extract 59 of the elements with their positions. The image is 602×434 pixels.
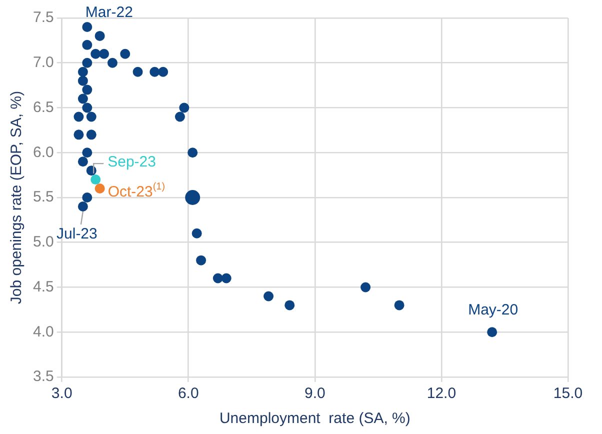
point bbox=[185, 190, 200, 205]
y-tick-label: 5.5 bbox=[32, 188, 54, 206]
point bbox=[158, 66, 168, 77]
point bbox=[94, 30, 105, 41]
point bbox=[82, 58, 92, 68]
point bbox=[86, 130, 96, 140]
point bbox=[82, 84, 92, 95]
point bbox=[74, 130, 84, 140]
y-tick-label: 7.0 bbox=[32, 54, 54, 72]
series-label: Sep-23 bbox=[108, 154, 156, 171]
point bbox=[192, 228, 202, 238]
point bbox=[196, 255, 206, 266]
y-tick-label: 3.5 bbox=[32, 368, 54, 386]
point bbox=[82, 148, 92, 158]
x-tick-label: 12.0 bbox=[426, 385, 456, 402]
point bbox=[132, 66, 143, 77]
point bbox=[99, 48, 110, 59]
point bbox=[78, 94, 88, 104]
y-tick-label: 6.0 bbox=[32, 144, 54, 161]
y-tick-label: 5.0 bbox=[32, 234, 54, 251]
x-tick-label: 9.0 bbox=[304, 385, 326, 402]
point bbox=[82, 102, 92, 113]
x-tick-label: 15.0 bbox=[553, 385, 583, 402]
point bbox=[174, 112, 185, 122]
point bbox=[179, 102, 190, 113]
annotation: Jul-23 bbox=[56, 226, 98, 243]
y-axis-title: Job openings rate (EOP, SA, %) bbox=[8, 90, 26, 304]
point bbox=[394, 300, 404, 310]
point bbox=[90, 174, 101, 185]
point bbox=[78, 201, 88, 212]
point bbox=[150, 66, 160, 77]
point bbox=[107, 58, 118, 68]
x-tick-label: 6.0 bbox=[178, 385, 199, 402]
point bbox=[188, 148, 198, 158]
x-axis-title: Unemployment rate (SA, %) bbox=[219, 410, 410, 428]
point bbox=[94, 184, 105, 194]
point bbox=[78, 156, 88, 167]
point bbox=[86, 112, 96, 122]
point bbox=[82, 22, 92, 32]
y-tick-label: 4.5 bbox=[32, 278, 54, 296]
point bbox=[264, 291, 274, 302]
point bbox=[487, 327, 498, 338]
y-tick-label: 6.5 bbox=[32, 98, 54, 116]
point bbox=[74, 112, 84, 122]
point bbox=[82, 192, 92, 202]
point bbox=[90, 48, 101, 59]
point bbox=[284, 300, 295, 310]
point bbox=[221, 273, 232, 284]
x-tick-label: 3.0 bbox=[51, 385, 72, 402]
annotation: May-20 bbox=[468, 301, 518, 318]
point bbox=[120, 48, 130, 59]
y-tick-label: 7.5 bbox=[32, 9, 54, 26]
point bbox=[212, 273, 223, 284]
annotation: Mar-22 bbox=[85, 4, 133, 22]
point bbox=[78, 76, 88, 86]
point bbox=[82, 40, 92, 50]
y-tick-label: 4.0 bbox=[32, 323, 54, 340]
point bbox=[360, 282, 371, 292]
point bbox=[78, 66, 88, 77]
